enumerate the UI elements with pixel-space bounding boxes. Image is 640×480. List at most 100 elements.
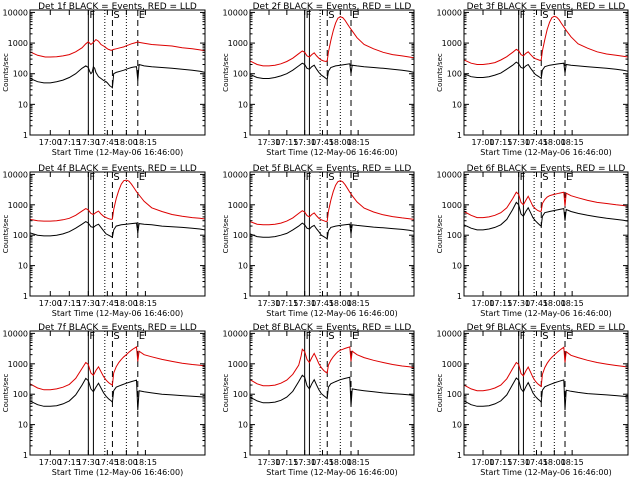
y-tick-label: 1000 <box>442 360 462 369</box>
x-tick-label: 18:15 <box>561 138 584 147</box>
x-tick-label: 17:00 <box>39 138 62 147</box>
x-tick-label: 17:45 <box>96 299 119 308</box>
y-tick-label: 100 <box>13 70 28 79</box>
plot-frame <box>249 9 415 136</box>
marker-label: E <box>566 331 572 342</box>
marker-label: S <box>542 172 548 183</box>
y-axis-label: Counts/sec <box>2 374 10 413</box>
plot-frame <box>463 171 629 297</box>
x-axis-label: Start Time (12-May-06 16:46:00) <box>480 468 611 477</box>
chart-title: Det 2f BLACK = Events, RED = LLD <box>253 2 412 12</box>
plot-frame <box>463 330 629 456</box>
lld-series <box>30 179 205 222</box>
plot-frame <box>29 9 206 136</box>
x-tick-label: 17:30 <box>77 458 100 467</box>
marker-label: F <box>520 331 526 342</box>
x-tick-label: 17:45 <box>525 138 548 147</box>
marker-label: F <box>89 10 95 21</box>
x-axis-label: Start Time (12-May-06 16:46:00) <box>52 468 183 477</box>
marker-label: F <box>520 172 526 183</box>
x-tick-label: 18:15 <box>347 138 370 147</box>
x-tick-label: 17:30 <box>257 138 280 147</box>
x-axis-label: Start Time (12-May-06 16:46:00) <box>480 148 611 157</box>
x-tick-label: 18:00 <box>329 138 352 147</box>
marker-label: E <box>139 10 145 21</box>
y-tick-label: 1 <box>457 131 462 140</box>
y-tick-label: 10000 <box>223 8 248 17</box>
y-axis-label: Counts/sec <box>436 374 444 413</box>
y-tick-label: 1000 <box>442 201 462 210</box>
y-tick-label: 10 <box>238 100 248 109</box>
y-tick-label: 100 <box>13 231 28 240</box>
x-tick-label: 17:45 <box>96 458 119 467</box>
y-tick-label: 10000 <box>3 170 28 179</box>
x-tick-label: 17:45 <box>525 299 548 308</box>
y-axis-label: Counts/sec <box>436 53 444 92</box>
x-tick-label: 18:00 <box>115 458 138 467</box>
y-tick-label: 10 <box>452 262 462 271</box>
x-axis-label: Start Time (12-May-06 16:46:00) <box>480 309 611 318</box>
y-tick-label: 10 <box>18 100 28 109</box>
lld-series <box>250 180 414 226</box>
x-tick-label: 17:30 <box>293 138 316 147</box>
x-tick-label: 18:00 <box>329 458 352 467</box>
marker-label: E <box>139 331 145 342</box>
y-axis-label: Counts/sec <box>222 53 230 92</box>
x-tick-label: 17:30 <box>257 299 280 308</box>
marker-label: S <box>113 331 119 342</box>
x-tick-label: 17:15 <box>58 458 81 467</box>
x-tick-label: 17:45 <box>525 458 548 467</box>
y-axis-label: Counts/sec <box>222 215 230 254</box>
y-tick-label: 100 <box>13 390 28 399</box>
chart-title: Det 9f BLACK = Events, RED = LLD <box>467 323 626 333</box>
lld-series <box>464 191 628 219</box>
y-tick-label: 1000 <box>8 201 28 210</box>
x-tick-label: 18:15 <box>347 458 370 467</box>
events-series <box>30 377 205 411</box>
marker-label: F <box>306 10 312 21</box>
y-tick-label: 1 <box>23 451 28 460</box>
x-tick-label: 18:00 <box>329 299 352 308</box>
lld-series <box>30 38 205 58</box>
events-series <box>250 374 414 407</box>
y-tick-label: 100 <box>447 231 462 240</box>
x-tick-label: 17:15 <box>489 458 512 467</box>
marker-label: F <box>520 10 526 21</box>
events-series <box>30 221 205 239</box>
y-tick-label: 1000 <box>228 201 248 210</box>
y-tick-label: 100 <box>233 231 248 240</box>
y-tick-label: 10000 <box>437 8 462 17</box>
x-tick-label: 17:15 <box>275 299 298 308</box>
y-axis-label: Counts/sec <box>2 215 10 254</box>
y-tick-label: 10000 <box>223 170 248 179</box>
plot-frame <box>29 171 206 297</box>
events-series <box>464 377 628 411</box>
x-tick-label: 17:45 <box>311 138 334 147</box>
marker-label: F <box>306 331 312 342</box>
y-tick-label: 10000 <box>3 329 28 338</box>
marker-label: E <box>352 331 358 342</box>
marker-label: S <box>113 172 119 183</box>
y-tick-label: 1 <box>23 292 28 301</box>
chart-title: Det 5f BLACK = Events, RED = LLD <box>253 164 412 174</box>
y-tick-label: 1 <box>457 292 462 301</box>
x-tick-label: 17:00 <box>471 138 494 147</box>
marker-label: S <box>328 331 334 342</box>
chart-title: Det 6f BLACK = Events, RED = LLD <box>467 164 626 174</box>
x-tick-label: 17:15 <box>58 138 81 147</box>
y-tick-label: 10000 <box>437 329 462 338</box>
x-axis-label: Start Time (12-May-06 16:46:00) <box>266 148 397 157</box>
events-series <box>30 63 205 89</box>
y-tick-label: 1000 <box>228 360 248 369</box>
x-tick-label: 17:00 <box>471 458 494 467</box>
x-tick-label: 18:15 <box>561 458 584 467</box>
marker-label: E <box>352 10 358 21</box>
x-axis-label: Start Time (12-May-06 16:46:00) <box>266 309 397 318</box>
y-tick-label: 10 <box>452 100 462 109</box>
